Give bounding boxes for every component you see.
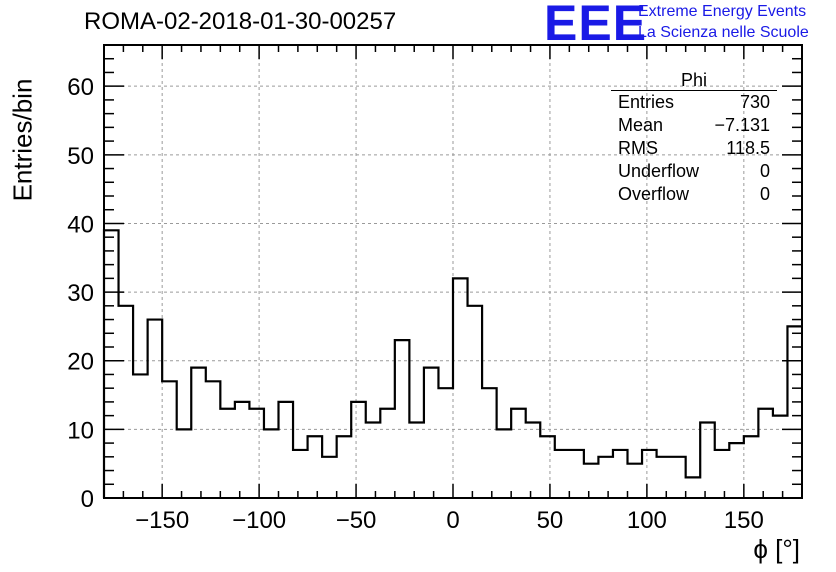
- x-tick-label: −150: [135, 507, 189, 534]
- stats-value: 0: [759, 161, 770, 181]
- x-tick-label: 150: [724, 507, 764, 534]
- stats-value: −7.131: [714, 115, 770, 135]
- y-tick-label: 50: [67, 143, 94, 170]
- x-tick-label: −50: [336, 507, 377, 534]
- y-tick-label: 30: [67, 280, 94, 307]
- y-tick-label: 0: [81, 486, 94, 513]
- stats-row-rms: RMS 118.5: [611, 137, 777, 160]
- stats-row-entries: Entries 730: [611, 91, 777, 114]
- histogram-outline: [102, 229, 802, 498]
- stats-row-mean: Mean −7.131: [611, 114, 777, 137]
- brand-line-2: La Scienza nelle Scuole: [638, 24, 809, 41]
- stats-label: Mean: [618, 115, 664, 135]
- axis-ticks: −150 −100 −50 0 50 100 150 0 10 20 30 40 50 60: [67, 45, 802, 534]
- x-tick-label: −100: [232, 507, 286, 534]
- stats-label: Entries: [618, 92, 675, 112]
- eee-logo: EEE: [544, 0, 648, 51]
- stats-label: RMS: [618, 138, 658, 158]
- x-tick-label: 0: [446, 507, 459, 534]
- histogram-title: ROMA-02-2018-01-30-00257: [84, 8, 397, 35]
- statistics-box: Phi Entries 730 Mean −7.131 RMS 118.5 Un…: [611, 70, 777, 206]
- y-tick-label: 60: [67, 74, 94, 101]
- stats-row-overflow: Overflow 0: [611, 183, 777, 206]
- y-tick-label: 20: [67, 349, 94, 376]
- stats-value: 118.5: [726, 138, 770, 158]
- stats-value: 730: [739, 92, 770, 112]
- x-tick-label: 50: [537, 507, 564, 534]
- stats-value: 0: [759, 184, 770, 204]
- y-tick-label: 40: [67, 211, 94, 238]
- stats-row-underflow: Underflow 0: [611, 160, 777, 183]
- x-tick-label: 100: [627, 507, 667, 534]
- stats-label: Overflow: [618, 184, 690, 204]
- y-tick-label: 10: [67, 417, 94, 444]
- y-axis-label: Entries/bin: [7, 78, 38, 202]
- stats-label: Underflow: [618, 161, 700, 181]
- brand-line-1: Extreme Energy Events: [638, 3, 807, 20]
- stats-title: Phi: [611, 70, 777, 91]
- x-axis-label: ϕ [°]: [753, 534, 800, 564]
